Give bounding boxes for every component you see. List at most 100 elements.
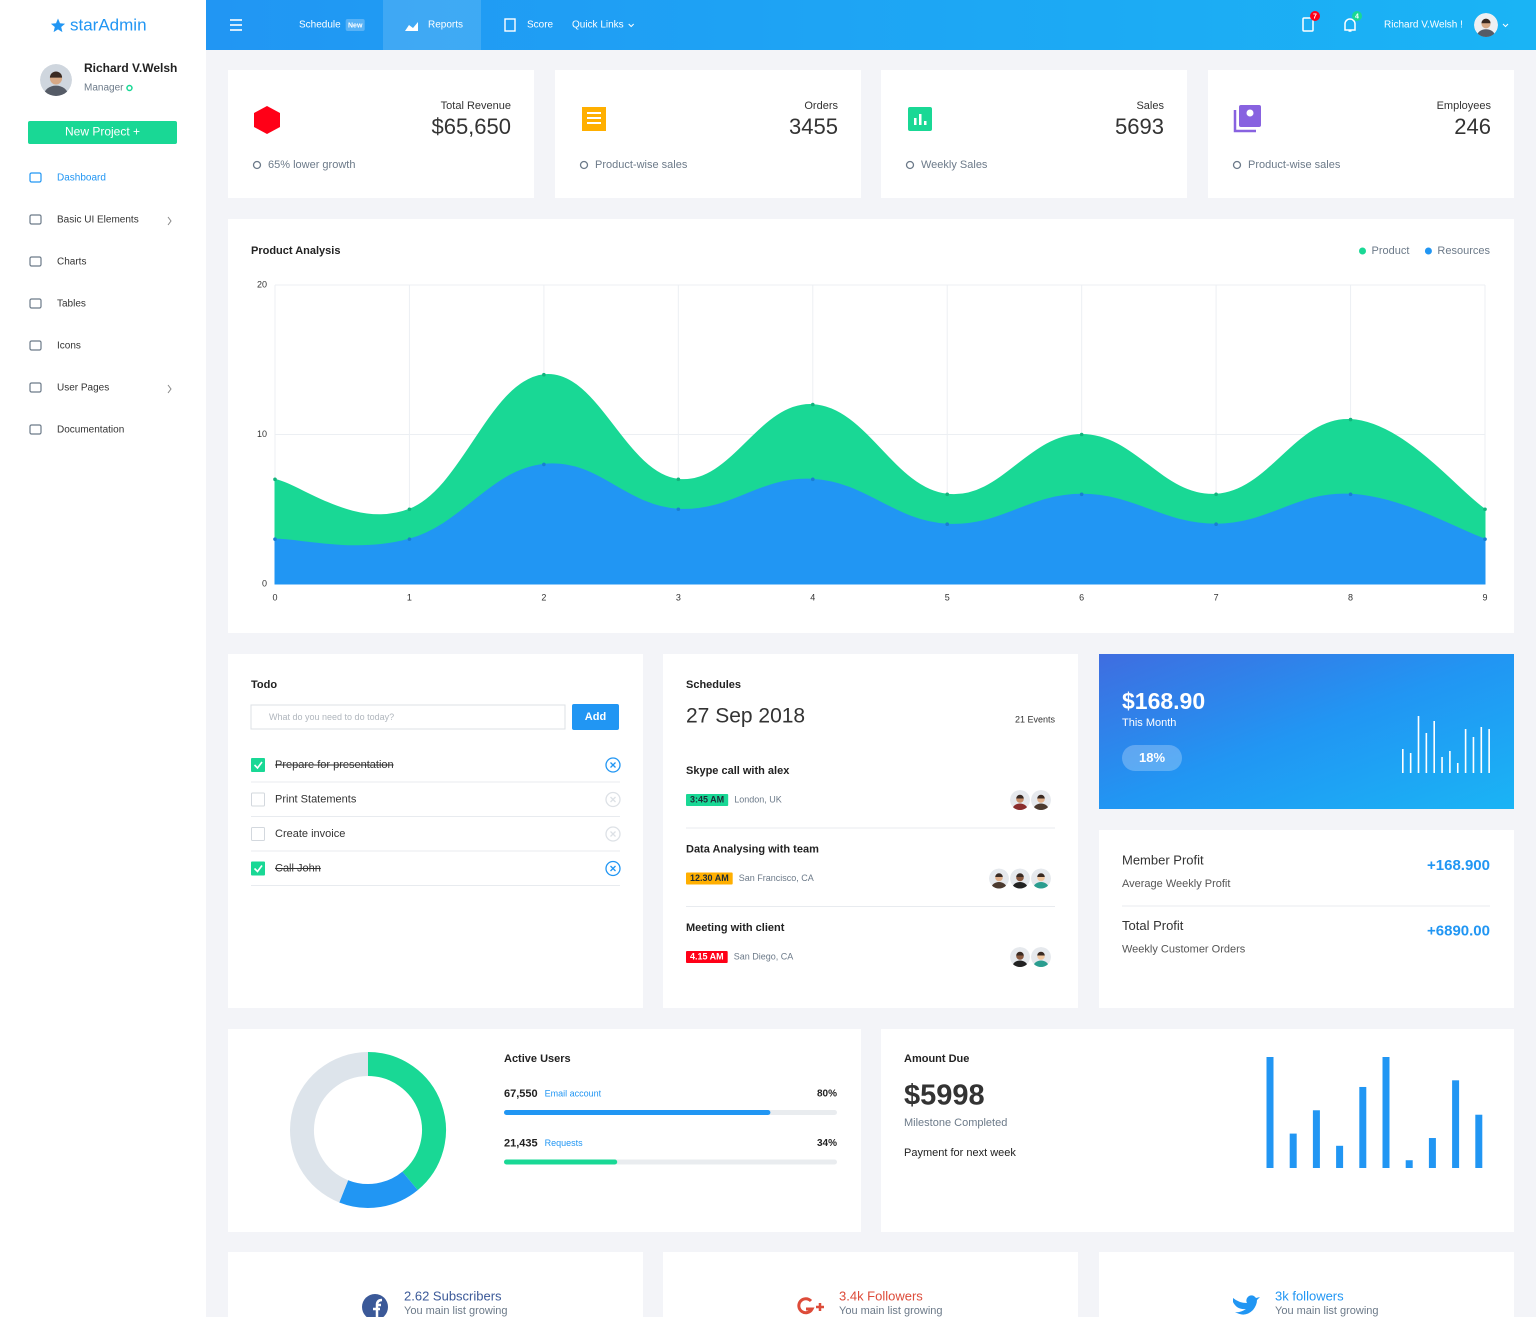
point: [810, 477, 815, 482]
profit-title: Member Profit: [1122, 852, 1204, 867]
point: [273, 537, 277, 541]
nav-item[interactable]: Basic UI Elements: [29, 214, 172, 226]
card-background: [1099, 654, 1514, 809]
topbar-item[interactable]: Score: [504, 18, 554, 32]
topbar-item[interactable]: Schedule New: [299, 19, 365, 31]
x-tick-label: 2: [541, 592, 546, 602]
amount-value: $5998: [904, 1080, 985, 1112]
stat-value: 3455: [789, 114, 838, 139]
bar: [1289, 1133, 1297, 1168]
event-time: 4.15 AM: [690, 951, 724, 961]
row-count: 21,435: [504, 1137, 538, 1149]
topbar-item[interactable]: Reports: [405, 20, 463, 31]
stat-card: Orders 3455 Product-wise sales: [555, 70, 861, 198]
notification[interactable]: 7: [1302, 11, 1320, 32]
nav-item[interactable]: Tables: [29, 298, 86, 310]
time-badge: [686, 794, 729, 806]
check: [253, 865, 263, 873]
sidebar: [0, 0, 206, 1317]
card-background: [555, 70, 861, 198]
stat-icon-head: [1246, 109, 1254, 117]
notification-count: 7: [1313, 13, 1317, 20]
nav-icon: [29, 172, 42, 183]
avatar-hair: [1037, 873, 1045, 877]
checkbox-box: [251, 861, 265, 876]
event-title: Meeting with client: [686, 922, 785, 934]
nav-icon: [29, 340, 42, 351]
status-dot: [126, 84, 133, 92]
stat-label: Total Revenue: [441, 100, 511, 112]
stat-icon-bar: [924, 121, 927, 125]
stat-note-icon: [905, 160, 915, 170]
bar: [1464, 729, 1467, 773]
bar: [1425, 733, 1428, 773]
card-background: [1208, 70, 1514, 198]
card-background: [228, 70, 534, 198]
avatar-body: [44, 85, 68, 96]
stat-card: Total Revenue $65,650 65% lower growth: [228, 70, 534, 198]
stat-icon-bar: [914, 118, 917, 125]
checkbox[interactable]: [251, 792, 265, 807]
avatar-hair: [1016, 794, 1024, 799]
row-count: 67,550: [504, 1088, 538, 1100]
avatar-body: [991, 882, 1007, 889]
avatar-hair: [995, 873, 1003, 877]
nav-item[interactable]: User Pages: [29, 382, 172, 394]
revenue-change: 18%: [1139, 750, 1165, 765]
nav-item[interactable]: Charts: [29, 256, 86, 268]
row-label: Requests: [545, 1138, 584, 1148]
topbar-item[interactable]: Quick Links: [572, 20, 635, 31]
bar: [1336, 1145, 1344, 1168]
legend-label: Product: [1372, 245, 1410, 257]
todo-input[interactable]: What do you need to do today?: [250, 704, 566, 730]
bar: [1452, 1080, 1460, 1168]
bell-icon: [1344, 18, 1356, 32]
amount-status: Milestone Completed: [904, 1117, 1007, 1129]
card-background: [663, 654, 1078, 1008]
avatar: [1010, 868, 1030, 889]
card-background: [228, 1252, 643, 1317]
stat-label: Sales: [1136, 100, 1164, 112]
avatar: [1031, 790, 1051, 810]
remove-button[interactable]: [605, 757, 621, 773]
profit-value: +6890.00: [1427, 922, 1490, 939]
avatar-hair: [1037, 794, 1045, 799]
remove-button[interactable]: [605, 791, 621, 808]
topbar-label: Quick Links: [572, 20, 624, 31]
brand: starAdmin: [70, 15, 147, 34]
avatar-body: [1012, 882, 1028, 889]
checkbox-box: [251, 827, 265, 841]
add-button[interactable]: Add: [572, 704, 619, 730]
nav-label: Tables: [57, 299, 86, 310]
remove-button[interactable]: [605, 860, 621, 877]
remove-button[interactable]: [605, 826, 621, 842]
x-tick-label: 9: [1482, 592, 1487, 602]
notification[interactable]: 4: [1344, 11, 1362, 32]
point: [1079, 492, 1084, 497]
nav-item[interactable]: Dashboard: [29, 172, 106, 184]
new-project-button[interactable]: New Project +: [28, 121, 177, 144]
nav-item[interactable]: Icons: [29, 340, 81, 352]
google-icon: [797, 1297, 815, 1315]
checkbox[interactable]: [251, 861, 265, 876]
donut-segment: [339, 1171, 418, 1208]
social-note: You main list growing: [839, 1305, 943, 1317]
nav-item[interactable]: Documentation: [29, 424, 124, 436]
social-card: 2.62 Subscribers You main list growing: [228, 1252, 643, 1317]
row-label: Email account: [545, 1088, 602, 1098]
bar: [1472, 737, 1475, 773]
profit-subtitle: Average Weekly Profit: [1122, 878, 1230, 890]
avatar: [989, 868, 1009, 889]
stat-card: Employees 246 Product-wise sales: [1208, 70, 1514, 198]
checkbox[interactable]: [251, 827, 265, 841]
x-tick-label: 0: [272, 592, 277, 602]
bar: [1402, 749, 1404, 773]
avatar: [1031, 868, 1051, 889]
checkbox[interactable]: [251, 758, 265, 772]
stat-note-icon: [579, 160, 589, 170]
button-label: Add: [585, 711, 606, 723]
card-background: [881, 70, 1187, 198]
bar: [1312, 1110, 1320, 1168]
bar: [1488, 729, 1490, 773]
